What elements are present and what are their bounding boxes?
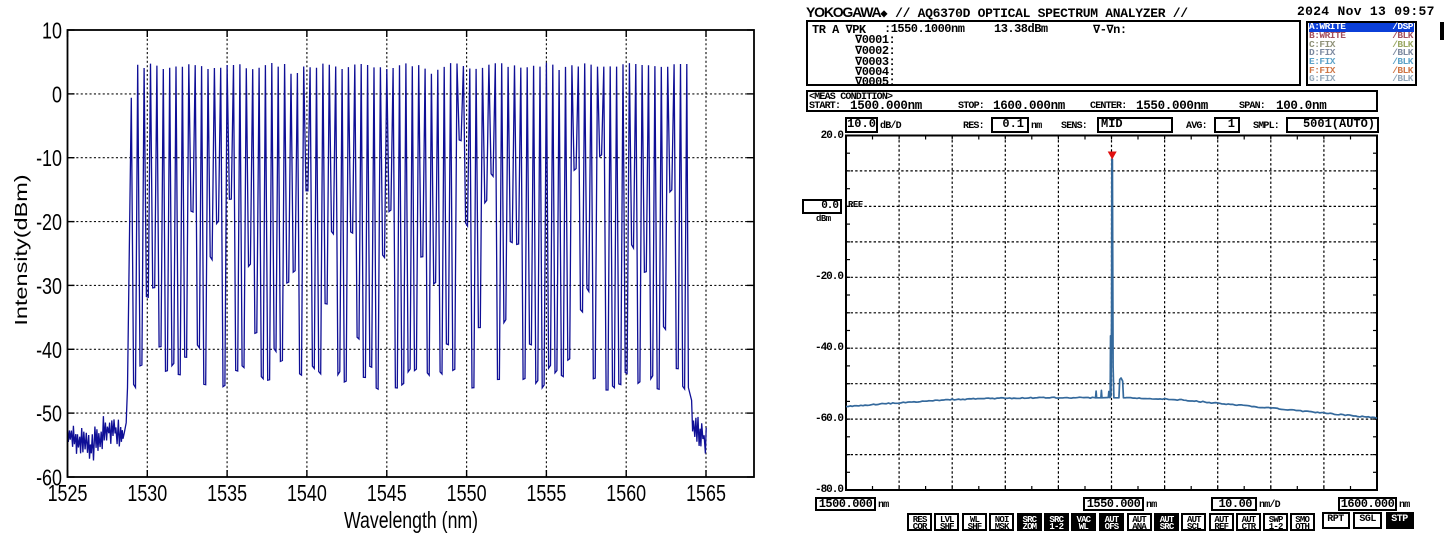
svg-text:1525: 1525 bbox=[48, 481, 88, 507]
svg-text:1555: 1555 bbox=[526, 481, 566, 507]
svg-text:-10: -10 bbox=[36, 146, 62, 172]
svg-text:-50: -50 bbox=[36, 402, 62, 428]
svg-text:-30: -30 bbox=[36, 274, 62, 300]
svg-text:-20: -20 bbox=[36, 210, 62, 236]
svg-text:Intensity(dBm): Intensity(dBm) bbox=[12, 174, 32, 325]
svg-text:1540: 1540 bbox=[287, 481, 327, 507]
svg-text:-60: -60 bbox=[36, 465, 62, 491]
svg-text:1550: 1550 bbox=[447, 481, 487, 507]
svg-text:1535: 1535 bbox=[207, 481, 247, 507]
svg-text:10: 10 bbox=[42, 18, 62, 44]
svg-text:1545: 1545 bbox=[367, 481, 407, 507]
svg-text:-40: -40 bbox=[36, 338, 62, 364]
svg-text:1560: 1560 bbox=[606, 481, 646, 507]
svg-text:0: 0 bbox=[52, 82, 62, 108]
svg-text:1530: 1530 bbox=[127, 481, 167, 507]
svg-text:Wavelength (nm): Wavelength (nm) bbox=[344, 508, 478, 534]
svg-text:1565: 1565 bbox=[686, 481, 726, 507]
